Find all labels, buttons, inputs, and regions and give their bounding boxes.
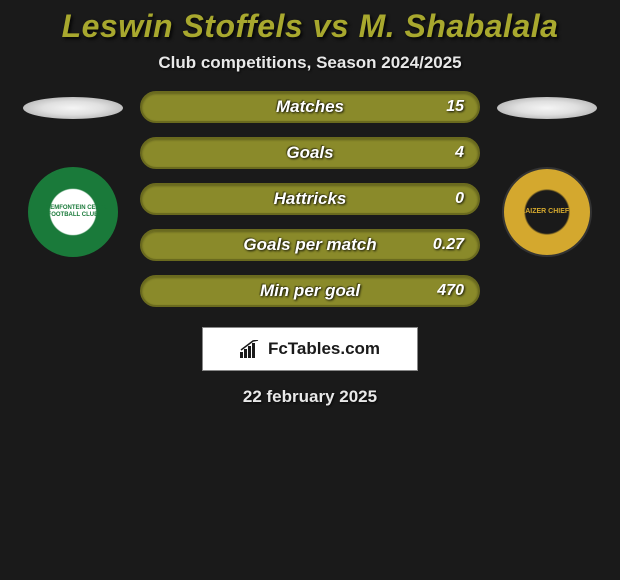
- stat-value-right: 470: [437, 282, 464, 300]
- stat-label: Min per goal: [260, 281, 360, 301]
- page-title: Leswin Stoffels vs M. Shabalala: [0, 8, 620, 45]
- subtitle: Club competitions, Season 2024/2025: [0, 53, 620, 73]
- stat-bar: Matches 15: [140, 91, 480, 123]
- stat-bar: Goals 4: [140, 137, 480, 169]
- player-right-photo: [497, 97, 597, 119]
- stat-label: Matches: [276, 97, 344, 117]
- stat-value-right: 4: [455, 144, 464, 162]
- stat-label: Hattricks: [274, 189, 347, 209]
- chart-icon: [240, 340, 262, 358]
- branding-box[interactable]: FcTables.com: [202, 327, 418, 371]
- player-right-column: KAIZER CHIEFS: [492, 91, 602, 257]
- stat-value-right: 0.27: [433, 236, 464, 254]
- main-row: BLOEMFONTEIN CELTIC FOOTBALL CLUB Matche…: [0, 91, 620, 307]
- stats-column: Matches 15 Goals 4 Hattricks 0 Goals per match…: [140, 91, 480, 307]
- club-badge-right-label: KAIZER CHIEFS: [520, 208, 574, 216]
- club-badge-right: KAIZER CHIEFS: [502, 167, 592, 257]
- stat-bar: Min per goal 470: [140, 275, 480, 307]
- comparison-widget: Leswin Stoffels vs M. Shabalala Club com…: [0, 0, 620, 407]
- date-line: 22 february 2025: [0, 387, 620, 407]
- stat-bar: Goals per match 0.27: [140, 229, 480, 261]
- stat-bar: Hattricks 0: [140, 183, 480, 215]
- stat-label: Goals per match: [243, 235, 376, 255]
- player-left-photo: [23, 97, 123, 119]
- stat-value-right: 15: [446, 98, 464, 116]
- branding-text: FcTables.com: [268, 339, 380, 359]
- stat-value-right: 0: [455, 190, 464, 208]
- club-badge-left: BLOEMFONTEIN CELTIC FOOTBALL CLUB: [28, 167, 118, 257]
- club-badge-left-label: BLOEMFONTEIN CELTIC FOOTBALL CLUB: [37, 205, 109, 218]
- player-left-column: BLOEMFONTEIN CELTIC FOOTBALL CLUB: [18, 91, 128, 257]
- stat-label: Goals: [286, 143, 333, 163]
